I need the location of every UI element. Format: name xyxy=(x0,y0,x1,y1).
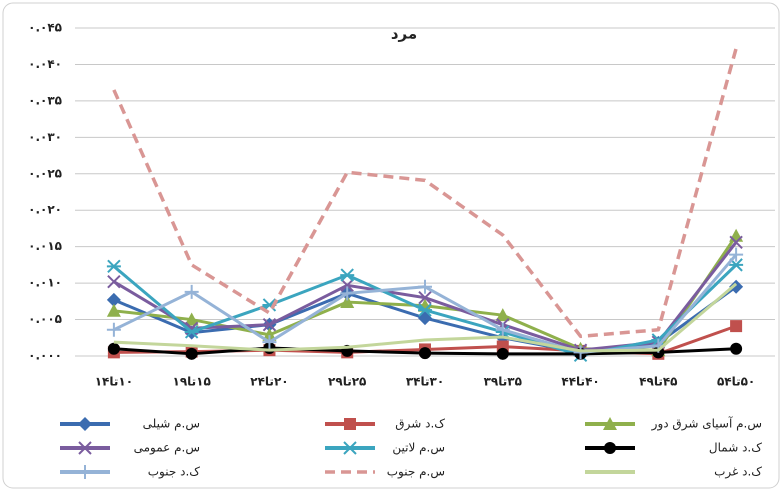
y-tick-label: ۰.۰۳۰ xyxy=(28,130,62,144)
marker xyxy=(496,347,509,360)
x-tick-label: ۲۰تا۲۴ xyxy=(250,375,288,389)
legend-label: س.م آسیای شرق دور xyxy=(651,416,762,432)
legend-item: س.م لاتین xyxy=(325,441,445,456)
marker xyxy=(495,308,510,322)
marker xyxy=(418,303,432,317)
y-tick-label: ۰.۰۱۰ xyxy=(28,276,62,290)
marker xyxy=(106,259,121,274)
marker xyxy=(729,247,744,262)
legend-marker xyxy=(344,418,356,430)
x-tick-label: ۱۵تا۱۹ xyxy=(173,375,211,389)
legend-item: ک.د جنوب xyxy=(60,465,200,480)
chart-title: مرد xyxy=(391,25,417,43)
legend-item: س.م شیلی xyxy=(60,417,200,432)
marker xyxy=(185,347,198,360)
marker xyxy=(730,342,743,355)
legend-marker xyxy=(604,442,616,454)
legend-item: ک.د شمال xyxy=(585,441,762,455)
marker xyxy=(262,317,277,332)
y-tick-label: ۰.۰۴۰ xyxy=(28,57,62,71)
legend-label: س.م شیلی xyxy=(143,417,200,432)
marker xyxy=(262,335,277,350)
marker xyxy=(340,286,355,301)
legend-label: س.م لاتین xyxy=(392,441,445,456)
marker xyxy=(418,290,432,305)
legend-marker xyxy=(603,417,617,430)
marker xyxy=(730,320,743,333)
marker xyxy=(729,235,743,250)
marker xyxy=(340,278,354,293)
legend-item: س.م آسیای شرق دور xyxy=(585,416,762,432)
y-tick-label: ۰.۰۰۰ xyxy=(28,349,62,363)
marker xyxy=(106,322,121,337)
legend-marker xyxy=(78,417,92,431)
series-line xyxy=(112,47,738,339)
y-tick-label: ۰.۰۲۰ xyxy=(28,203,62,217)
series xyxy=(113,282,738,353)
marker xyxy=(106,303,121,317)
y-tick-label: ۰.۰۱۵ xyxy=(28,239,62,253)
marker xyxy=(340,295,355,309)
marker xyxy=(262,327,277,341)
marker xyxy=(184,312,199,326)
marker xyxy=(729,279,744,294)
marker xyxy=(107,342,120,355)
marker xyxy=(184,325,199,339)
y-tick-label: ۰.۰۲۵ xyxy=(28,166,62,180)
series xyxy=(112,47,738,339)
legend-item: ک.د غرب xyxy=(585,465,762,480)
series xyxy=(106,247,744,360)
x-tick-label: ۱۰تا۱۴ xyxy=(95,375,133,389)
x-tick-label: ۳۰تا۳۴ xyxy=(406,375,444,389)
x-tick-label: ۵۰تا۵۴ xyxy=(717,375,755,389)
legend-marker xyxy=(343,441,357,455)
marker xyxy=(495,322,510,337)
marker xyxy=(106,292,121,307)
legend-marker xyxy=(78,465,92,479)
x-tick-label: ۳۵تا۳۹ xyxy=(484,375,522,389)
legend-label: ک.د شمال xyxy=(709,441,762,455)
legend-item: س.م جنوب xyxy=(325,465,445,480)
legend-item: س.م عمومی xyxy=(60,441,200,456)
y-tick-label: ۰.۰۰۵ xyxy=(28,312,62,326)
legend-item: ک.د شرق xyxy=(325,417,445,432)
x-tick-label: ۲۵تا۲۹ xyxy=(328,375,366,389)
legend-label: س.م عمومی xyxy=(134,441,200,456)
x-tick-label: ۴۰تا۴۴ xyxy=(561,375,599,389)
marker xyxy=(340,268,355,282)
marker xyxy=(184,284,199,299)
legend-label: ک.د جنوب xyxy=(148,465,201,480)
marker xyxy=(418,279,432,294)
legend-marker xyxy=(78,441,92,455)
y-tick-label: ۰.۰۴۵ xyxy=(28,21,62,35)
legend-label: ک.د غرب xyxy=(714,465,762,480)
legend-label: ک.د شرق xyxy=(395,417,445,432)
series-line xyxy=(113,282,738,353)
x-tick-label: ۴۵تا۴۹ xyxy=(639,375,677,389)
y-tick-label: ۰.۰۳۵ xyxy=(28,93,62,107)
marker xyxy=(107,274,121,289)
legend-label: س.م جنوب xyxy=(387,465,445,480)
marker xyxy=(419,347,431,360)
